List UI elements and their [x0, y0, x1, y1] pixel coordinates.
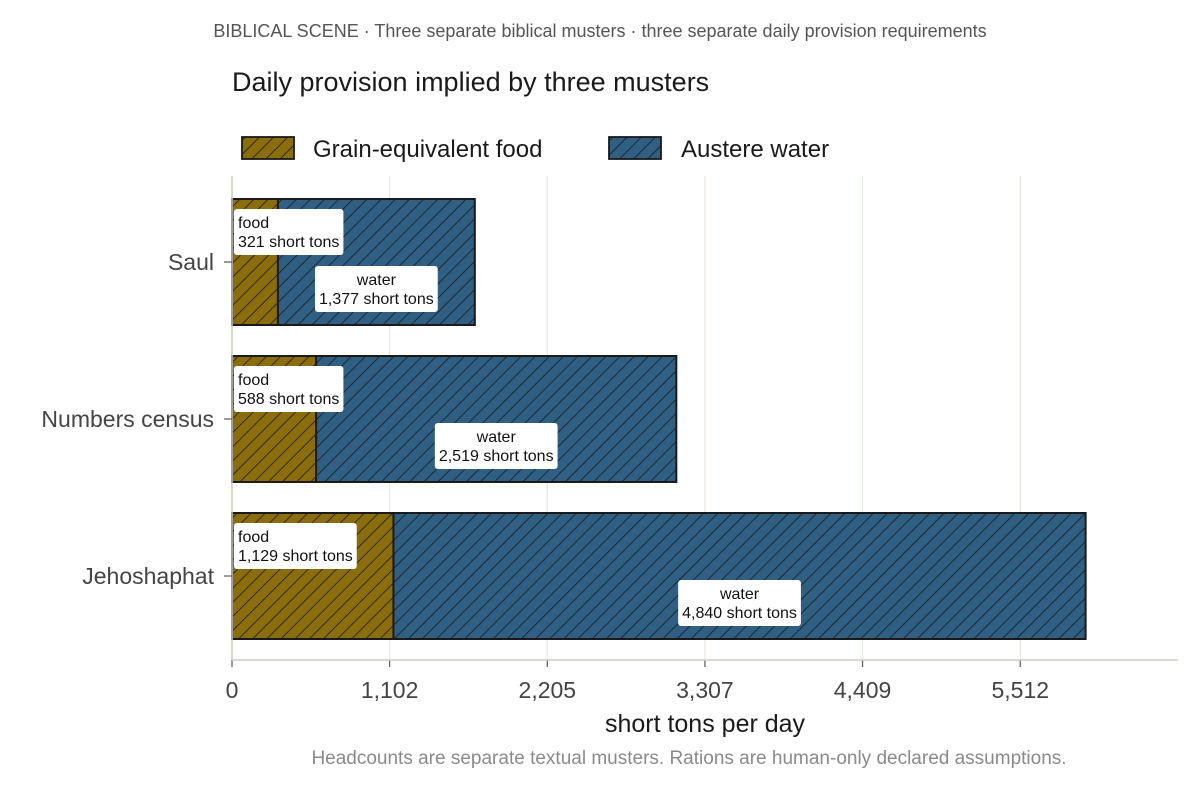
chart-caption: Headcounts are separate textual musters.… [311, 748, 1066, 769]
legend-swatch-food [241, 136, 295, 160]
data-label-text: water [476, 429, 517, 446]
data-label-water: water 1,377 short tons [314, 266, 438, 312]
legend-label-water: Austere water [681, 136, 829, 163]
x-axis-label: short tons per day [605, 710, 806, 738]
data-label-box [234, 209, 344, 255]
x-tick-label: 1,102 [361, 677, 419, 703]
data-label-water: water 2,519 short tons [434, 423, 558, 469]
data-label-water: water 4,840 short tons [678, 580, 801, 626]
chart-title: Daily provision implied by three musters [232, 67, 709, 97]
data-label-box [234, 366, 344, 412]
data-label-text: food [238, 215, 269, 232]
x-tick-label: 3,307 [676, 677, 734, 703]
data-label-food: food 321 short tons [234, 209, 344, 255]
data-label-box [234, 523, 357, 569]
data-label-food: food 588 short tons [234, 366, 344, 412]
data-label-text: water [719, 586, 760, 603]
data-label-text: 588 short tons [238, 391, 339, 408]
legend-label-food: Grain-equivalent food [313, 136, 542, 163]
data-label-food: food 1,129 short tons [234, 523, 357, 569]
data-label-text: 321 short tons [238, 234, 339, 251]
data-label-box [314, 266, 438, 312]
bars [231, 198, 1087, 640]
axes: 0 1,102 2,205 3,307 4,409 5,512 Saul Numbers ce… [41, 176, 1178, 703]
data-label-text: food [238, 529, 269, 546]
data-label-box [434, 423, 558, 469]
data-label-text: food [238, 372, 269, 389]
y-tick-label: Saul [168, 249, 214, 275]
legend: Grain-equivalent food Austere water [241, 136, 829, 163]
data-label-box [678, 580, 801, 626]
data-label-text: 4,840 short tons [682, 605, 797, 622]
legend-swatch-water [608, 136, 662, 160]
y-tick-label: Jehoshaphat [82, 563, 214, 589]
data-labels: food 321 short tons water 1,377 short tons f… [234, 209, 801, 626]
x-tick-label: 2,205 [519, 677, 577, 703]
x-tick-label: 5,512 [991, 677, 1049, 703]
data-label-text: water [356, 272, 397, 289]
x-tick-label: 0 [226, 677, 239, 703]
data-label-text: 2,519 short tons [439, 448, 554, 465]
x-tick-label: 4,409 [834, 677, 892, 703]
data-label-text: 1,129 short tons [238, 548, 353, 565]
chart-kicker: BIBLICAL SCENE · Three separate biblical… [213, 21, 986, 41]
data-label-text: 1,377 short tons [319, 291, 434, 308]
y-tick-label: Numbers census [41, 406, 214, 432]
